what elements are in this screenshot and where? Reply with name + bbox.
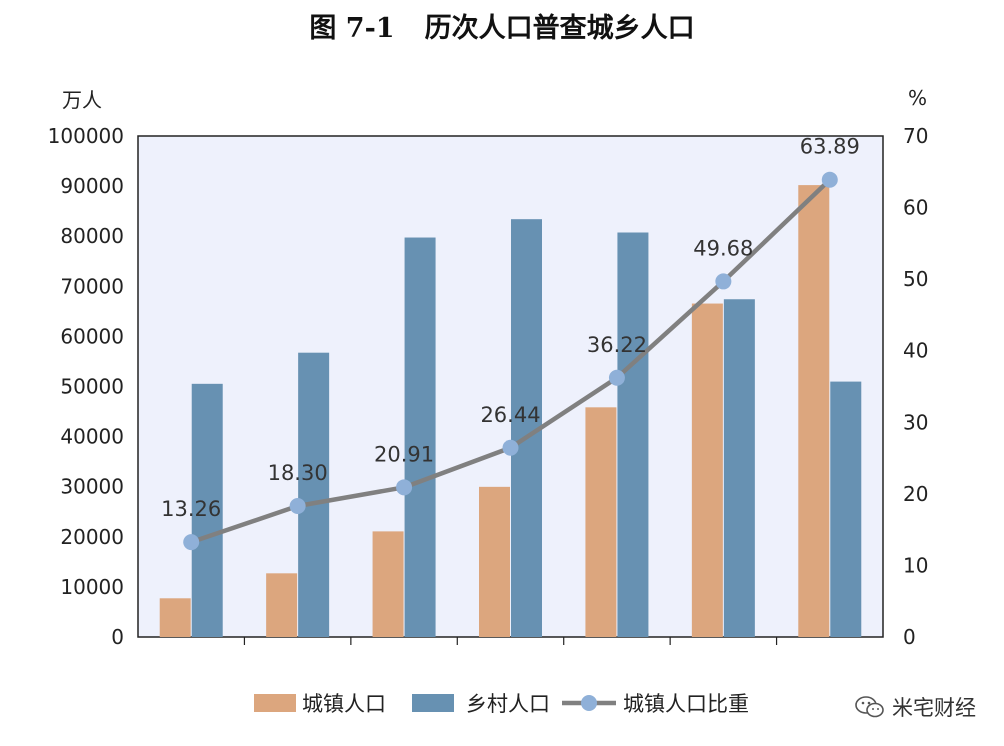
urban-share-point (821, 171, 838, 188)
rural-bar (830, 381, 862, 637)
left-tick-label: 100000 (48, 124, 124, 148)
urban-bar (266, 573, 298, 637)
wechat-icon (855, 696, 884, 718)
rural-bar (404, 237, 436, 637)
rural-bar (298, 352, 330, 637)
rural-bar (617, 232, 649, 637)
left-tick-label: 60000 (60, 324, 124, 348)
data-label: 49.68 (693, 236, 753, 260)
right-tick-label: 40 (903, 339, 928, 363)
rural-bar (723, 299, 755, 637)
rural-bar (191, 383, 223, 637)
urban-bar (585, 407, 617, 637)
left-tick-label: 30000 (60, 475, 124, 499)
left-tick-label: 0 (111, 625, 124, 649)
data-label: 13.26 (161, 497, 221, 521)
left-tick-label: 40000 (60, 425, 124, 449)
plot-area (137, 135, 884, 638)
legend-label: 城镇人口 (302, 692, 386, 716)
urban-share-point (396, 479, 413, 496)
left-tick-label: 10000 (60, 575, 124, 599)
right-tick-label: 50 (903, 267, 928, 291)
data-label: 63.89 (800, 135, 860, 159)
legend-share-marker (581, 695, 597, 711)
legend-label: 乡村人口 (466, 692, 550, 716)
watermark: 米宅财经 (854, 692, 976, 722)
left-tick-label: 90000 (60, 174, 124, 198)
figure-title: 历次人口普查城乡人口 (424, 13, 695, 44)
right-tick-label: 30 (903, 410, 928, 434)
urban-bar (691, 303, 723, 637)
left-axis-unit: 万人 (62, 88, 102, 112)
legend-urban-swatch (254, 694, 296, 712)
urban-share-point (502, 439, 519, 456)
right-tick-label: 60 (903, 196, 928, 220)
urban-bar (479, 486, 510, 637)
right-tick-label: 20 (903, 482, 928, 506)
right-tick-label: 70 (903, 124, 928, 148)
urban-share-point (608, 369, 625, 386)
left-tick-label: 70000 (60, 274, 124, 298)
urban-bar (159, 598, 191, 637)
urban-share-point (715, 273, 732, 290)
data-label: 26.44 (480, 403, 540, 427)
legend-rural-swatch (412, 694, 454, 712)
left-tick-label: 80000 (60, 224, 124, 248)
urban-bar (798, 185, 830, 637)
watermark-text: 米宅财经 (892, 696, 976, 720)
left-tick-label: 20000 (60, 525, 124, 549)
data-label: 20.91 (374, 442, 434, 466)
right-axis-unit: % (908, 86, 928, 110)
urban-bar (372, 531, 404, 637)
chart-title: 图 7-1 历次人口普查城乡人口 (0, 6, 1004, 45)
figure-number: 图 7-1 (309, 13, 395, 44)
data-label: 36.22 (587, 333, 647, 357)
data-label: 18.30 (268, 461, 328, 485)
urban-share-point (183, 534, 200, 551)
legend-label: 城镇人口比重 (623, 692, 749, 716)
urban-share-point (289, 498, 306, 515)
left-tick-label: 50000 (60, 375, 124, 399)
right-tick-label: 10 (903, 553, 928, 577)
right-tick-label: 0 (903, 625, 916, 649)
